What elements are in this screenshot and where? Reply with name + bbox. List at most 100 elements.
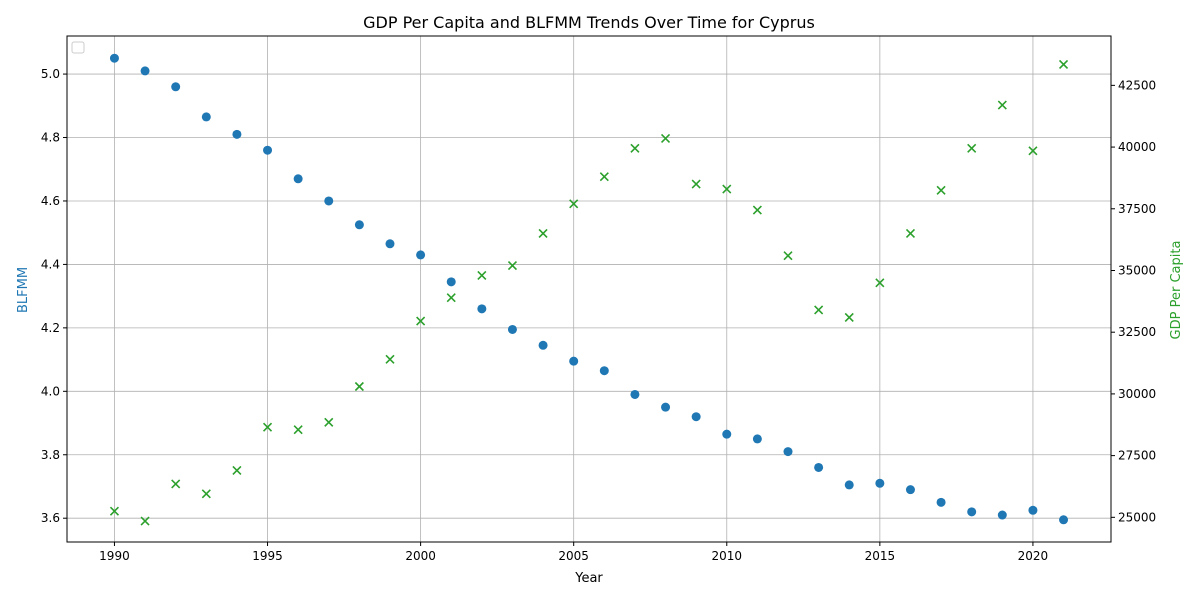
gdp-point-stroke: [354, 381, 364, 392]
blfmm-point: [875, 478, 885, 488]
plot-area-frame: [66, 35, 1112, 543]
y-left-tick-label: 3.6: [41, 511, 60, 525]
blfmm-point: [691, 412, 701, 422]
blfmm-point: [507, 324, 517, 334]
gdp-point: [569, 199, 579, 209]
gdp-point-stroke: [814, 305, 824, 315]
blfmm-point: [446, 277, 456, 287]
blfmm-point: [1059, 515, 1069, 525]
y-right-tick-label: 37500: [1118, 202, 1156, 216]
gdp-point: [691, 179, 701, 189]
gdp-point-stroke: [262, 422, 273, 432]
x-tick-label: 2020: [1018, 549, 1049, 563]
blfmm-series: [109, 53, 1069, 525]
blfmm-point: [140, 66, 150, 76]
gdp-point: [844, 312, 854, 322]
gdp-point: [967, 143, 977, 153]
y-right-tick-label: 35000: [1118, 263, 1156, 277]
gdp-point: [630, 143, 640, 153]
gdp-point-stroke: [385, 354, 395, 364]
legend-box: [71, 41, 85, 54]
blfmm-point: [936, 497, 946, 507]
gdp-point: [385, 354, 395, 364]
y-left-tick-label: 4.2: [41, 321, 60, 335]
blfmm-point: [905, 485, 915, 495]
blfmm-point: [661, 402, 671, 412]
x-axis-label: Year: [574, 571, 603, 586]
y-left-tick-label: 3.8: [41, 448, 60, 462]
gdp-point-stroke: [569, 199, 579, 209]
gdp-point-stroke: [1028, 146, 1038, 156]
gdp-point: [538, 228, 548, 239]
blfmm-point: [967, 507, 977, 517]
y-left-tick-label: 5.0: [41, 67, 60, 81]
gdp-point: [1028, 146, 1038, 156]
y-right-tick-label: 42500: [1118, 78, 1156, 92]
y-axis-right-label: GDP Per Capita: [1169, 241, 1184, 340]
gdp-point: [201, 489, 211, 499]
y-right-tick-label: 27500: [1118, 449, 1156, 463]
blfmm-point: [569, 356, 579, 366]
gdp-point-stroke: [875, 278, 885, 288]
y-right-tick-label: 32500: [1118, 325, 1156, 339]
gdp-point: [354, 381, 364, 392]
blfmm-point: [293, 174, 303, 184]
gdp-point: [446, 293, 456, 303]
gdp-point-stroke: [477, 270, 487, 280]
gdp-point: [722, 184, 732, 194]
x-tick-label: 2000: [405, 549, 436, 563]
gdp-point-stroke: [171, 479, 181, 489]
y-left-tick-label: 4.8: [41, 131, 60, 145]
blfmm-point: [752, 434, 762, 444]
x-tick-label: 1990: [99, 549, 130, 563]
chart-title: GDP Per Capita and BLFMM Trends Over Tim…: [363, 13, 815, 32]
x-tick-label: 1995: [252, 549, 283, 563]
gdp-point: [171, 479, 181, 489]
gdp-point: [262, 422, 273, 432]
gdp-point: [997, 100, 1007, 110]
blfmm-point: [171, 82, 181, 92]
gdp-point: [660, 133, 671, 143]
x-tick-label: 2005: [558, 549, 589, 563]
gdp-point-stroke: [722, 184, 732, 194]
y-left-tick-label: 4.4: [41, 257, 60, 271]
blfmm-point: [477, 304, 487, 314]
gdp-point: [140, 516, 150, 526]
blfmm-point: [109, 53, 119, 63]
gdp-point: [783, 251, 793, 261]
gdp-point: [109, 506, 120, 516]
gdp-point: [875, 278, 885, 288]
blfmm-point: [783, 447, 793, 457]
blfmm-point: [814, 462, 824, 472]
y-axis-left-label: BLFMM: [16, 267, 31, 313]
gdp-point-stroke: [783, 251, 793, 261]
blfmm-point: [1028, 505, 1038, 515]
gdp-point-stroke: [936, 185, 946, 195]
gdp-series: [109, 59, 1069, 526]
gdp-point-stroke: [844, 312, 854, 322]
gdp-point-stroke: [997, 100, 1007, 110]
y-axis-right: 25000 27500 30000 32500 35000 37500 40000 42500: [1111, 78, 1156, 524]
blfmm-point: [844, 480, 854, 490]
gdp-point-stroke: [660, 133, 671, 143]
gdp-point-stroke: [109, 506, 120, 516]
blfmm-point: [416, 250, 426, 260]
gdp-point: [814, 305, 824, 315]
gdp-point: [936, 185, 946, 195]
blfmm-point: [599, 366, 609, 376]
gdp-point: [1058, 59, 1069, 69]
blfmm-point: [722, 429, 732, 439]
gdp-point-stroke: [967, 143, 977, 153]
gdp-point: [599, 172, 609, 182]
y-left-tick-label: 4.0: [41, 384, 60, 398]
gdp-point: [752, 205, 762, 215]
blfmm-point: [630, 389, 640, 399]
gdp-point-stroke: [630, 143, 640, 153]
blfmm-point: [354, 220, 364, 230]
y-left-tick-label: 4.6: [41, 194, 60, 208]
gdp-point: [293, 425, 303, 435]
gdp-point: [905, 228, 916, 239]
gdp-point-stroke: [416, 316, 426, 326]
gdp-point-stroke: [752, 205, 762, 215]
